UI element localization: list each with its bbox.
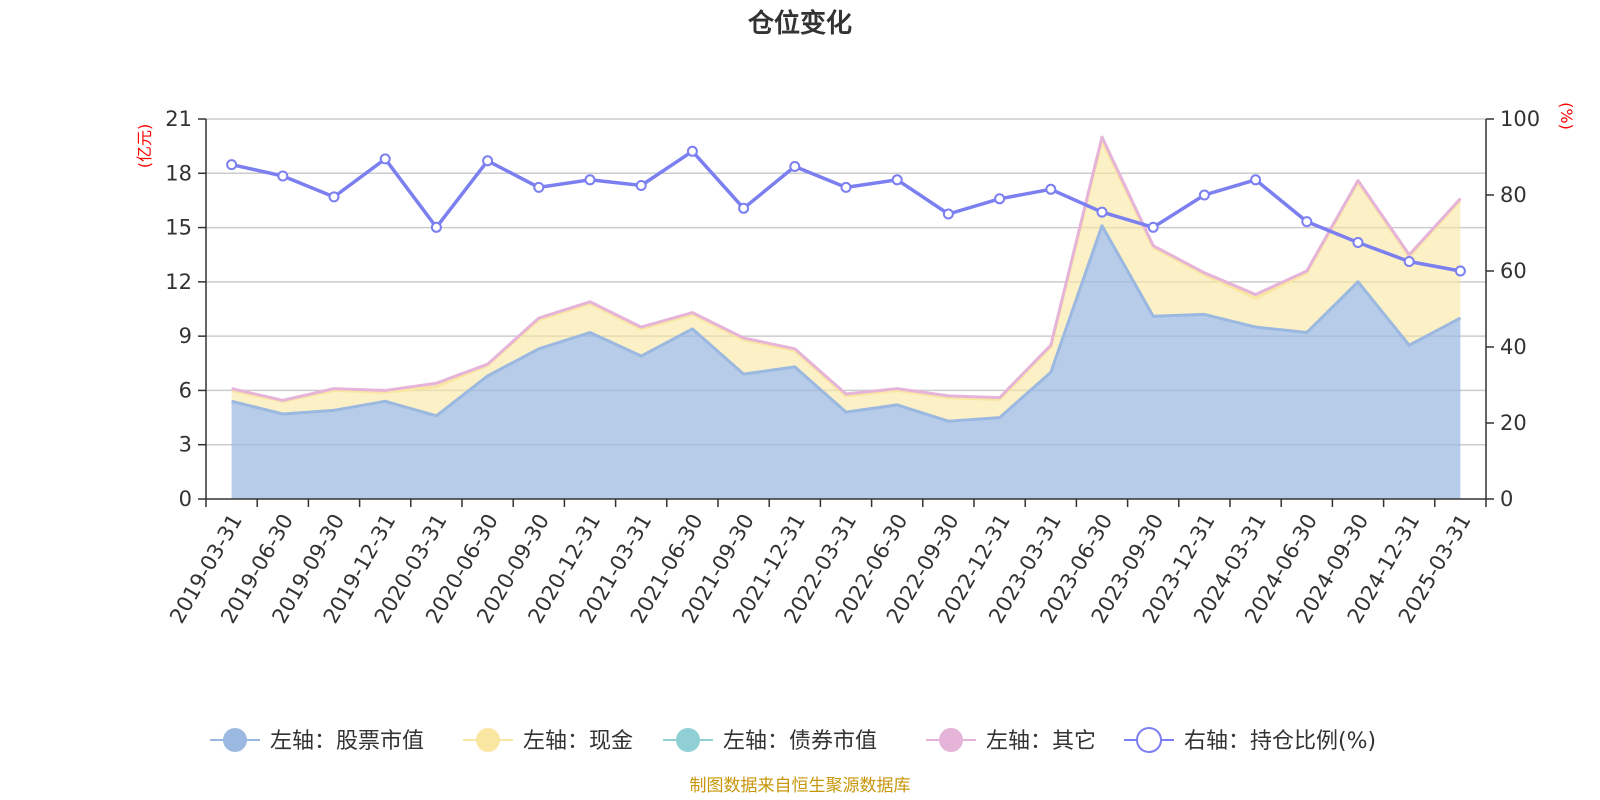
ratio-point: [635, 180, 647, 191]
right-tick-label: 100: [1500, 107, 1540, 131]
ratio-point: [277, 170, 289, 182]
ratio-point: [379, 153, 391, 165]
left-tick-label: 9: [179, 324, 192, 348]
left-tick-label: 18: [165, 161, 192, 185]
left-tick-label: 12: [165, 270, 192, 294]
ratio-point: [891, 174, 903, 186]
ratio-point: [1403, 256, 1415, 267]
ratio-point: [226, 159, 238, 171]
right-tick-label: 40: [1500, 335, 1527, 359]
ratio-point: [942, 208, 954, 220]
area-series-0: [231, 225, 1461, 499]
line-series-3: [231, 135, 1462, 402]
ratio-point: [1198, 189, 1210, 201]
left-tick-label: 21: [165, 107, 192, 131]
legend-label: 左轴：其它: [986, 729, 1096, 754]
legend-label: 左轴：股票市值: [270, 729, 424, 754]
legend-label: 左轴：债券市值: [723, 729, 877, 754]
ratio-point: [789, 161, 801, 172]
ratio-point: [738, 202, 750, 214]
ratio-point: [1454, 265, 1466, 277]
left-tick-label: 6: [179, 378, 192, 402]
ratio-point: [840, 181, 852, 193]
legend-marker: [223, 728, 247, 752]
legend-marker: [1136, 727, 1162, 753]
legend-marker: [939, 728, 963, 752]
ratio-point: [1147, 221, 1159, 233]
ratio-line: [231, 149, 1461, 273]
right-tick-label: 80: [1500, 183, 1527, 207]
legend-label: 左轴：现金: [523, 729, 633, 754]
ratio-point: [1301, 216, 1313, 228]
legend: 左轴：股票市值 左轴：现金 左轴：债券市值 左轴：其它 右轴：持仓比例(%): [210, 727, 1376, 754]
line-series-1: [231, 139, 1462, 403]
ratio-point: [328, 191, 340, 203]
line-series-0: [231, 224, 1462, 423]
chart-title: 仓位变化: [747, 8, 852, 39]
right-axis-unit: (%): [1557, 102, 1576, 130]
right-tick-label: 60: [1500, 259, 1527, 283]
right-tick-label: 20: [1500, 411, 1527, 435]
left-tick-label: 0: [179, 487, 192, 511]
left-tick-label: 15: [165, 216, 192, 240]
source-note: 制图数据来自恒生聚源数据库: [690, 776, 911, 796]
ratio-point: [584, 174, 596, 186]
ratio-point: [686, 145, 698, 157]
ratio-point: [533, 181, 545, 193]
ratio-points: [226, 145, 1466, 277]
ratio-point: [1045, 183, 1057, 195]
left-axis-unit: (亿元): [135, 124, 154, 169]
left-tick-label: 3: [179, 433, 192, 457]
legend-marker: [476, 728, 500, 752]
ratio-point: [430, 221, 442, 233]
ratio-point: [994, 193, 1006, 205]
ratio-point: [1096, 206, 1108, 218]
ratio-point: [1352, 237, 1364, 248]
right-tick-label: 0: [1500, 487, 1513, 511]
ratio-point: [482, 155, 494, 167]
legend-label: 右轴：持仓比例(%): [1184, 729, 1376, 754]
legend-marker: [676, 728, 700, 752]
ratio-point: [1250, 174, 1262, 186]
